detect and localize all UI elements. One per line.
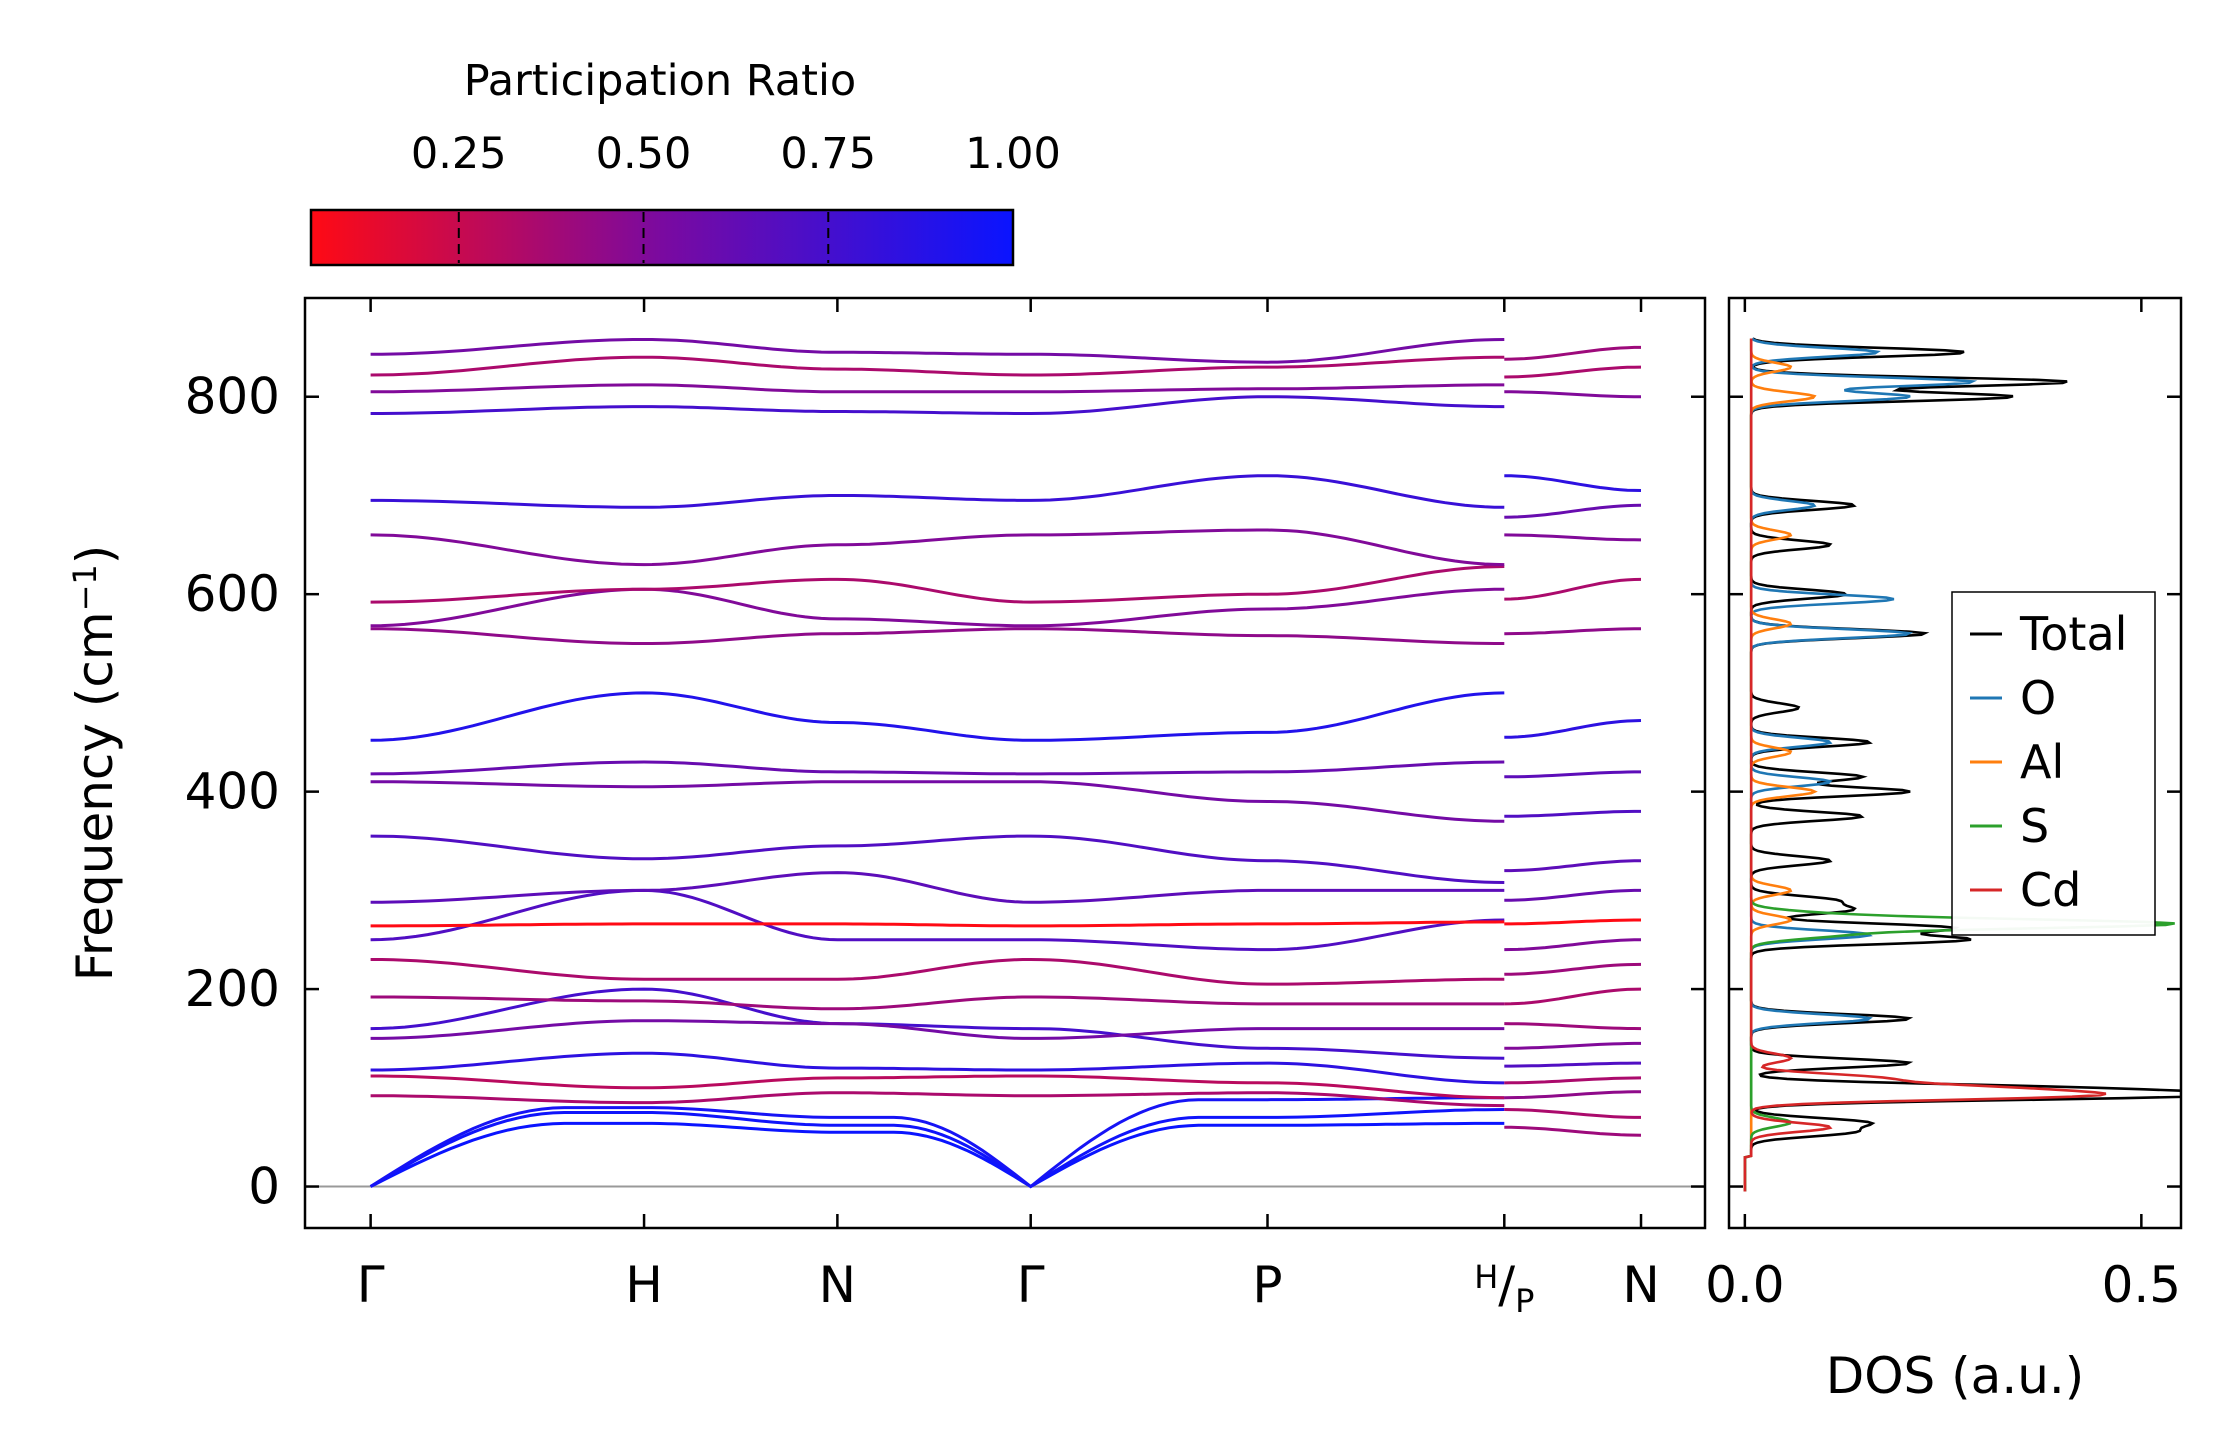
colorbar-tick-label: 0.50 [596, 129, 692, 179]
colorbar-tick-label: 0.75 [780, 129, 876, 179]
dos-x-tick-label: 0.0 [1705, 1256, 1785, 1314]
dos-x-tick-label: 0.5 [2102, 1256, 2182, 1314]
y-tick-label: 200 [185, 960, 280, 1018]
x-tick-label: P [1252, 1256, 1282, 1314]
x-tick-label: N [1622, 1256, 1659, 1314]
colorbar-gradient [309, 208, 1015, 267]
dispersion-band [369, 1121, 1505, 1189]
dispersion-band [1504, 962, 1642, 976]
dispersion-band [370, 871, 1505, 904]
dispersion-band [1504, 809, 1641, 818]
colorbar: Participation Ratio 0.25 0.50 0.75 1.00 [309, 56, 1061, 267]
dispersion-plot: 0 200 400 600 800 Γ H N Γ P H/P N Frequency (cm−1) [66, 296, 1707, 1320]
dispersion-band [1504, 719, 1642, 739]
dispersion-band [370, 474, 1505, 509]
dispersion-band [1504, 1022, 1642, 1031]
legend-label: S [2020, 799, 2049, 853]
dispersion-band [370, 834, 1505, 884]
dos-x-label: DOS (a.u.) [1826, 1347, 2085, 1405]
dispersion-band [370, 383, 1505, 394]
legend-label: O [2020, 671, 2056, 725]
dispersion-band [370, 1074, 1505, 1100]
dispersion-band [370, 888, 1505, 952]
dispersion-band [1504, 1061, 1641, 1068]
y-tick-label: 800 [185, 368, 280, 426]
dispersion-band [1504, 390, 1641, 399]
dispersion-band [370, 395, 1505, 415]
dispersion-band [1504, 1041, 1641, 1050]
dos-series-o [1743, 337, 1978, 1192]
dispersion-band [1504, 859, 1642, 873]
dispersion-band [1504, 474, 1642, 492]
dos-plot: 0.0 0.5 DOS (a.u.) Total O Al S Cd [1705, 296, 2183, 1405]
x-tick-label: H [625, 1256, 663, 1314]
dispersion-band [1504, 1108, 1641, 1119]
dispersion-band [1504, 533, 1642, 542]
colorbar-tick-label: 1.00 [965, 129, 1061, 179]
legend-label: Al [2020, 735, 2064, 789]
y-tick-label: 400 [185, 763, 280, 821]
dispersion-band [370, 760, 1505, 776]
dispersion-band [370, 1051, 1505, 1085]
dispersion-band [1504, 577, 1642, 601]
dispersion-band [370, 691, 1505, 742]
dispersion-band [370, 528, 1505, 567]
legend: Total O Al S Cd [1951, 591, 2156, 936]
dispersion-band [1504, 987, 1642, 1006]
dos-series-cd [1743, 338, 2107, 1192]
dispersion-band [1504, 627, 1642, 636]
dispersion-band [370, 338, 1505, 364]
dispersion-band [1504, 503, 1642, 519]
dispersion-band [1504, 345, 1641, 361]
dispersion-band [370, 920, 1505, 928]
dispersion-band [1504, 1090, 1641, 1100]
x-tick-label: Γ [1017, 1256, 1045, 1314]
dispersion-band [1504, 1076, 1642, 1085]
dispersion-band [370, 587, 1505, 628]
dispersion-band [1504, 1125, 1642, 1137]
y-tick-label: 600 [185, 565, 280, 623]
dispersion-band [370, 780, 1505, 823]
colorbar-title: Participation Ratio [464, 56, 857, 106]
x-tick-label: Γ [357, 1256, 385, 1314]
dispersion-band [370, 565, 1505, 604]
dispersion-band [1504, 365, 1642, 379]
dispersion-band [370, 958, 1505, 986]
dispersion-band [1504, 770, 1641, 779]
x-tick-label: N [819, 1256, 856, 1314]
dispersion-band [1504, 918, 1641, 926]
y-tick-label: 0 [248, 1158, 280, 1216]
legend-label: Total [2019, 607, 2127, 661]
dispersion-band [369, 1108, 1505, 1189]
x-tick-label: H/P [1474, 1256, 1534, 1320]
dispersion-frame [303, 296, 1707, 1230]
dispersion-band [370, 1091, 1505, 1108]
dispersion-band [369, 1096, 1505, 1189]
dos-frame [1727, 296, 2183, 1230]
dispersion-band [370, 1019, 1505, 1040]
dispersion-band [370, 355, 1505, 377]
dispersion-band [370, 987, 1505, 1060]
dispersion-band [1504, 938, 1642, 952]
dispersion-band [1504, 888, 1641, 902]
colorbar-tick-label: 0.25 [411, 129, 507, 179]
dispersion-band [370, 627, 1505, 645]
dispersion-band [370, 995, 1505, 1011]
legend-label: Cd [2020, 863, 2081, 917]
y-axis-label: Frequency (cm−1) [66, 545, 124, 982]
